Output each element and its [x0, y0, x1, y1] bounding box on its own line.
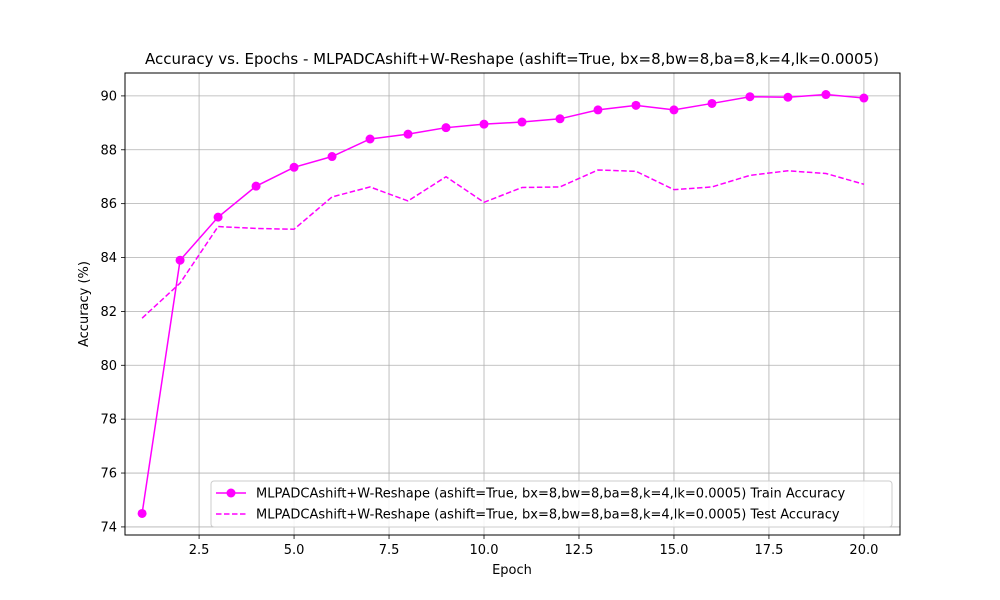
legend-train-marker: [226, 488, 236, 498]
train-accuracy-point: [593, 105, 603, 115]
train-accuracy-point: [783, 92, 793, 102]
x-axis-label: Epoch: [492, 563, 532, 578]
chart-title: Accuracy vs. Epochs - MLPADCAshift+W-Res…: [145, 50, 879, 68]
x-tick-label: 15.0: [659, 543, 688, 558]
x-tick-label: 12.5: [565, 543, 594, 558]
train-accuracy-point: [327, 152, 337, 162]
train-accuracy-point: [251, 181, 261, 191]
train-accuracy-point: [517, 117, 527, 127]
train-accuracy-point: [631, 100, 641, 110]
y-tick-label: 78: [100, 413, 117, 428]
legend-box: [210, 480, 893, 528]
data-series: [137, 90, 869, 518]
train-accuracy-point: [441, 123, 451, 133]
x-tick-label: 20.0: [849, 543, 878, 558]
legend-test-label: MLPADCAshift+W-Reshape (ashift=True, bx=…: [256, 508, 840, 523]
x-tick-label: 7.5: [379, 543, 400, 558]
train-accuracy-point: [859, 93, 869, 103]
train-accuracy-point: [707, 98, 717, 108]
train-accuracy-point: [669, 105, 679, 115]
train-accuracy-point: [821, 90, 831, 100]
train-accuracy-point: [479, 119, 489, 129]
plot-frame: [124, 72, 901, 536]
y-tick-label: 82: [100, 305, 117, 320]
train-accuracy-point: [175, 255, 185, 265]
train-accuracy-point: [403, 129, 413, 139]
y-tick-label: 76: [100, 467, 117, 482]
legend: MLPADCAshift+W-Reshape (ashift=True, bx=…: [210, 480, 893, 528]
y-tick-label: 86: [100, 197, 117, 212]
train-accuracy-point: [137, 508, 147, 518]
train-accuracy-point: [745, 92, 755, 102]
y-tick-label: 80: [100, 359, 117, 374]
test-accuracy-line: [141, 169, 865, 319]
y-axis-label: Accuracy (%): [77, 261, 92, 347]
train-accuracy-point: [213, 212, 223, 222]
grid-lines: [125, 73, 900, 535]
train-accuracy-point: [365, 134, 375, 144]
train-accuracy-line: [141, 93, 864, 514]
x-tick-label: 10.0: [470, 543, 499, 558]
x-axis-ticks: 2.5 5.0 7.5 10.0 12.5 15.0 17.5 20.0: [189, 535, 878, 558]
x-tick-label: 17.5: [754, 543, 783, 558]
y-tick-label: 88: [100, 143, 117, 158]
y-tick-label: 74: [100, 520, 117, 535]
x-tick-label: 5.0: [284, 543, 305, 558]
x-tick-label: 2.5: [189, 543, 210, 558]
y-tick-label: 90: [100, 89, 117, 104]
legend-train-label: MLPADCAshift+W-Reshape (ashift=True, bx=…: [256, 487, 845, 502]
train-accuracy-point: [289, 162, 299, 172]
y-tick-label: 84: [100, 251, 117, 266]
y-axis-ticks: 74 76 78 80 82 84 86 88 90: [100, 89, 125, 535]
train-accuracy-point: [555, 114, 565, 124]
